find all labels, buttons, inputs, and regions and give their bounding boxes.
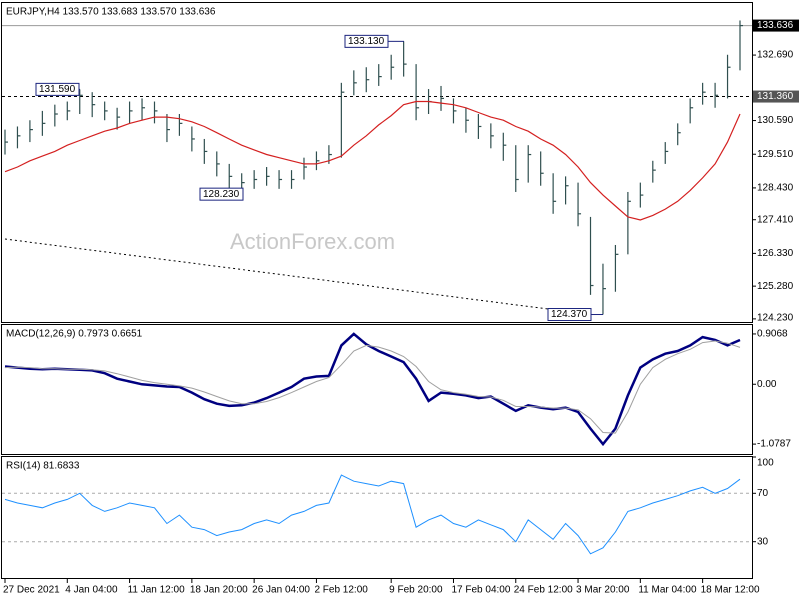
x-tick-label: 11 Jan 12:00: [128, 585, 186, 596]
y-tick-label: 30: [757, 536, 769, 547]
price-marker: [753, 90, 799, 103]
price-marker: [753, 19, 799, 32]
x-tick-label: 17 Feb 04:00: [451, 585, 510, 596]
rsi-panel: [1, 456, 753, 579]
x-tick-label: 26 Jan 04:00: [252, 585, 310, 596]
x-tick-label: 3 Mar 20:00: [576, 585, 630, 596]
y-tick-label: 129.510: [757, 149, 794, 160]
y-tick-label: 132.690: [757, 50, 794, 61]
y-tick-label: 125.280: [757, 281, 794, 292]
y-tick-label: 124.230: [757, 313, 794, 324]
y-tick-label: 100: [757, 458, 774, 469]
annotation-label: 124.370: [551, 309, 588, 320]
trend-line: [4, 238, 549, 310]
panel-title: MACD(12,26,9) 0.7973 0.6651: [6, 329, 143, 340]
y-tick-label: 128.430: [757, 183, 794, 194]
x-tick-label: 9 Feb 20:00: [389, 585, 443, 596]
series-line: [4, 100, 741, 221]
y-tick-label: -1.0787: [757, 439, 791, 450]
annotation-box: [547, 308, 592, 322]
annotation-label: 128.230: [203, 189, 240, 200]
panel-title: RSI(14) 81.6833: [6, 461, 80, 472]
y-tick-label: 70: [757, 488, 769, 499]
series-line: [4, 340, 741, 434]
y-tick-label: 130.590: [757, 115, 794, 126]
annotation-box: [199, 187, 244, 201]
price-marker-label: 131.360: [757, 91, 794, 102]
y-tick-label: 127.410: [757, 214, 794, 225]
x-tick-label: 2 Feb 12:00: [314, 585, 368, 596]
x-tick-label: 24 Feb 12:00: [514, 585, 573, 596]
annotation-label: 133.130: [348, 36, 385, 47]
price-panel: [1, 2, 753, 323]
series-line: [4, 332, 741, 447]
annotation-label: 131.590: [39, 84, 76, 95]
macd-panel: [1, 324, 753, 455]
watermark: ActionForex.com: [230, 229, 395, 254]
series-line: [4, 474, 741, 555]
y-tick-label: 0.00: [757, 379, 777, 390]
annotation-box: [35, 82, 80, 96]
price-marker-label: 133.636: [757, 20, 794, 31]
x-tick-label: 27 Dec 2021: [3, 585, 60, 596]
annotation-box: [344, 34, 389, 48]
x-tick-label: 11 Mar 04:00: [638, 585, 697, 596]
x-tick-label: 4 Jan 04:00: [65, 585, 118, 596]
panel-title: EURJPY,H4 133.570 133.683 133.570 133.63…: [6, 7, 216, 18]
x-tick-label: 18 Mar 12:00: [701, 585, 760, 596]
y-tick-label: 0.9068: [757, 329, 788, 340]
y-tick-label: 126.330: [757, 248, 794, 259]
x-tick-label: 18 Jan 20:00: [190, 585, 248, 596]
